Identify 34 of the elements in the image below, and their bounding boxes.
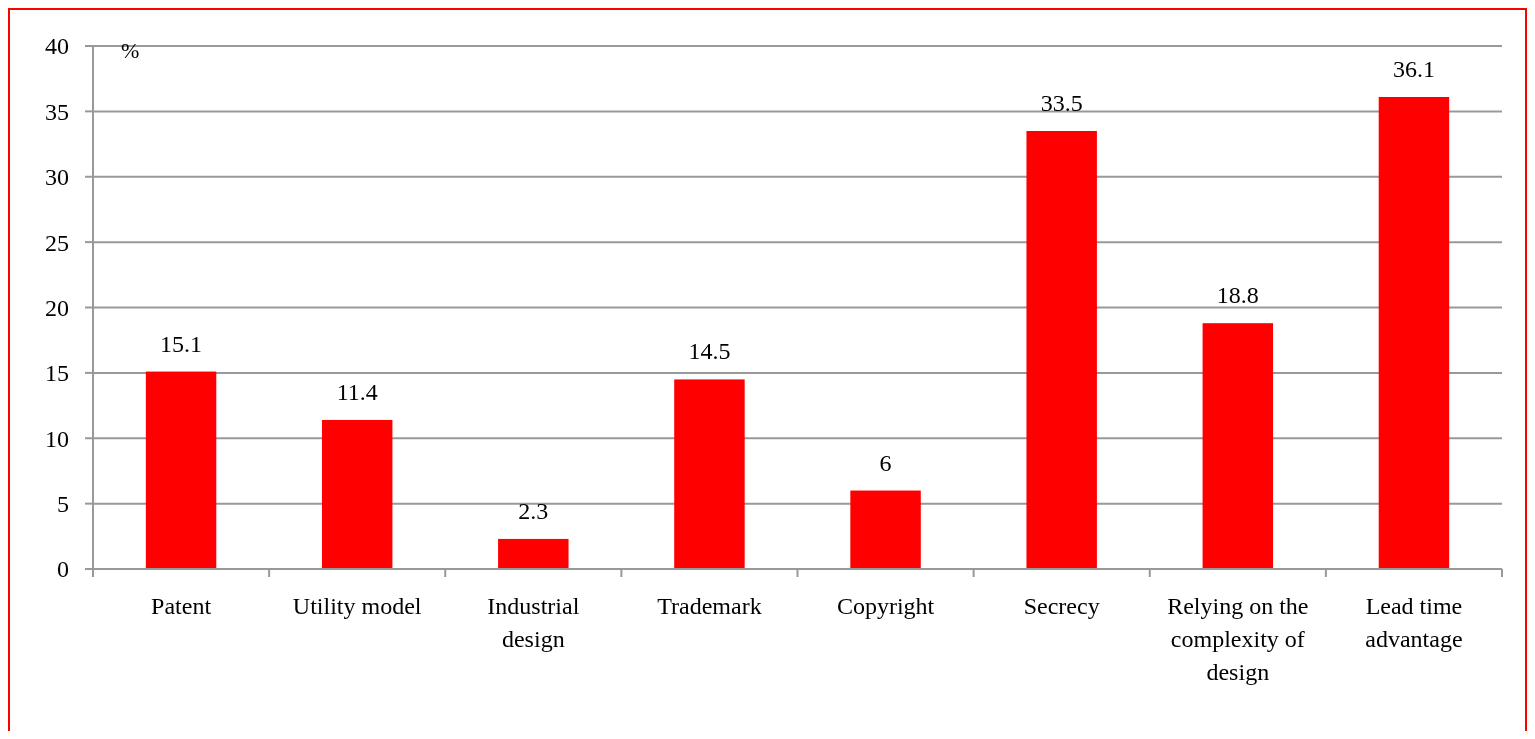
- x-tick-label: Copyright: [836, 593, 935, 619]
- y-axis-title: %: [121, 38, 140, 63]
- data-label: 2.3: [518, 497, 549, 524]
- x-tick-label: Utility model: [292, 593, 422, 619]
- y-tick-label: 40: [45, 33, 69, 60]
- bar: [1378, 96, 1450, 569]
- y-tick-label: 25: [45, 229, 69, 256]
- y-tick-label: 35: [45, 98, 69, 125]
- x-tick-label: Industrial design: [487, 593, 580, 652]
- data-label: 18.8: [1216, 282, 1259, 309]
- x-tick-label: Secrecy: [1023, 593, 1100, 619]
- bar: [321, 419, 393, 569]
- bar: [1026, 130, 1097, 569]
- y-tick-label: 10: [45, 425, 69, 452]
- x-tick-label: Relying on the complexity of design: [1167, 593, 1309, 685]
- data-label: 6: [879, 449, 892, 476]
- bar: [674, 379, 745, 569]
- y-tick-label: 20: [45, 294, 69, 321]
- bar: [145, 371, 217, 569]
- x-tick-label: Lead time advantage: [1365, 593, 1463, 652]
- y-tick-label: 30: [45, 164, 69, 191]
- x-tick-label: Trademark: [657, 593, 762, 619]
- y-tick-label: 0: [57, 556, 69, 583]
- bar: [1202, 323, 1274, 569]
- data-label: 14.5: [688, 338, 731, 365]
- bar: [850, 490, 921, 569]
- data-label: 36.1: [1392, 55, 1435, 82]
- data-label: 33.5: [1040, 89, 1083, 116]
- data-label: 11.4: [336, 378, 378, 405]
- x-tick-label: Patent: [151, 593, 212, 619]
- bar: [498, 538, 569, 569]
- y-tick-label: 5: [57, 491, 69, 518]
- data-label: 15.1: [160, 330, 203, 357]
- y-tick-label: 15: [45, 360, 69, 387]
